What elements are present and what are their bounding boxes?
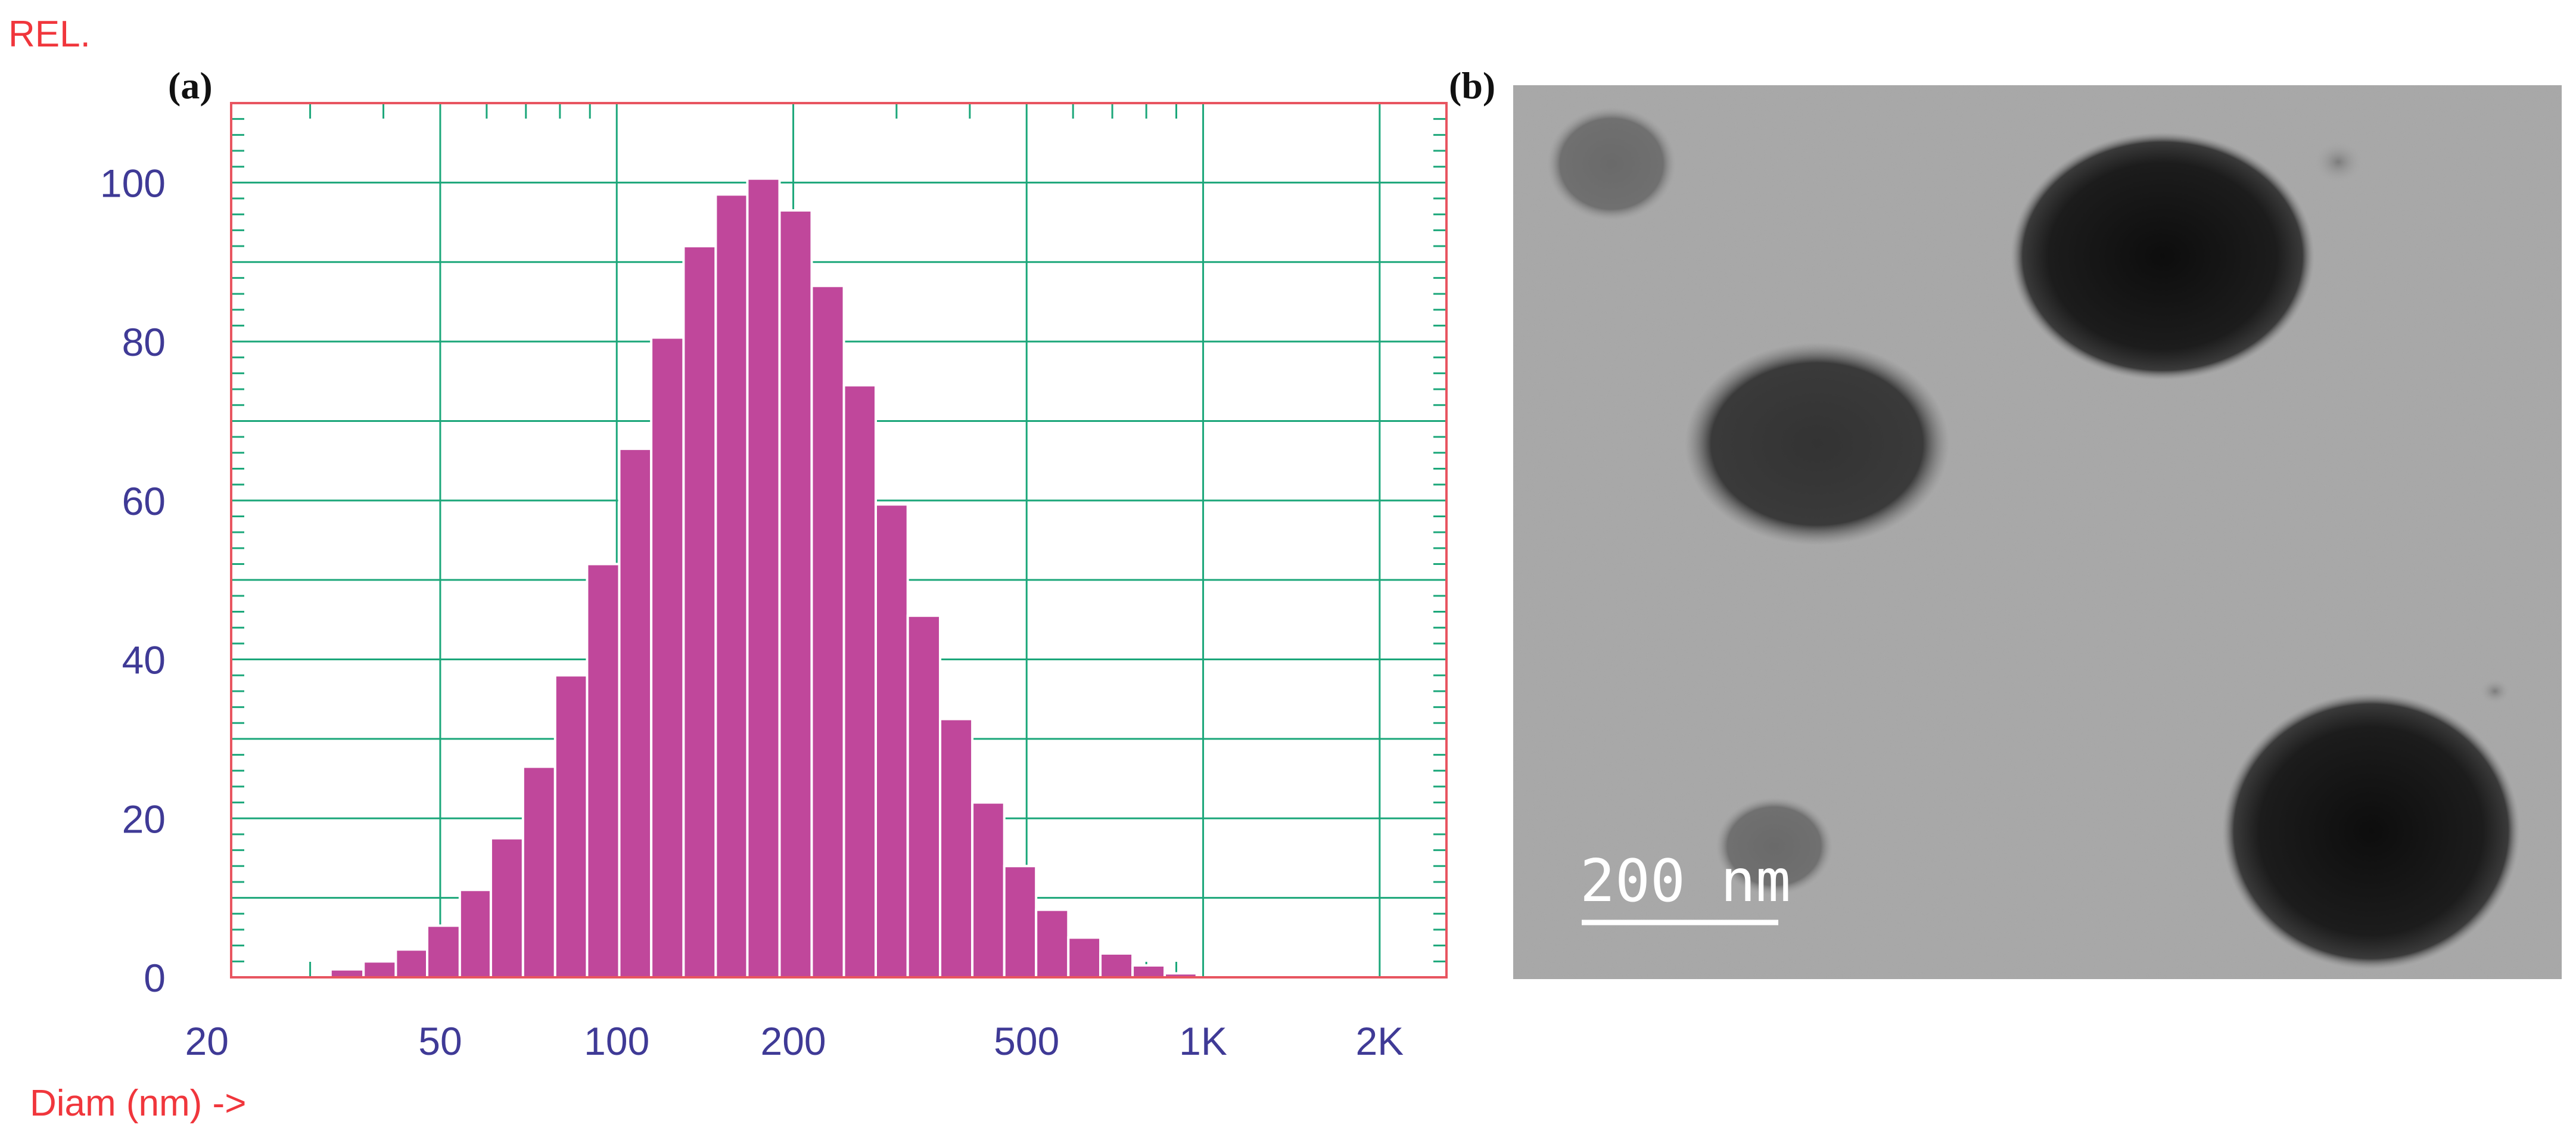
bar <box>682 245 717 979</box>
panel-label-b: (b) <box>1449 64 1495 107</box>
panel-label-a: (a) <box>168 64 213 107</box>
particle <box>1685 343 1949 545</box>
bars <box>329 177 1198 979</box>
bar <box>586 563 621 979</box>
bar <box>875 503 909 979</box>
particle <box>2313 141 2363 184</box>
bar <box>939 717 974 979</box>
bar <box>842 384 878 979</box>
tem-micrograph: (b) 200 nm <box>1449 64 2562 979</box>
bar <box>362 960 397 979</box>
bar <box>971 801 1006 979</box>
x-tick-label: 100 <box>584 1019 649 1063</box>
y-tick-label: 100 <box>100 161 166 205</box>
particle <box>2479 678 2510 704</box>
x-tick-label: 200 <box>760 1019 826 1063</box>
bar <box>810 284 845 979</box>
x-tick-label: 50 <box>418 1019 462 1063</box>
y-tick-labels: 0 20 40 60 80 100 <box>100 161 166 1000</box>
bar <box>650 336 685 979</box>
particle <box>2222 693 2520 970</box>
x-tick-label: 20 <box>185 1019 229 1063</box>
bar <box>489 837 524 979</box>
y-tick-label: 20 <box>122 797 166 841</box>
bar <box>1131 964 1166 979</box>
plot-frame <box>230 102 1448 979</box>
bar <box>521 765 556 979</box>
x-tick-label: 1K <box>1179 1019 1227 1063</box>
bar <box>906 614 942 979</box>
scale-bar-label: 200 nm <box>1580 847 1791 915</box>
bar <box>778 209 813 979</box>
x-tick-label: 500 <box>994 1019 1059 1063</box>
y-tick-label: 80 <box>122 320 166 364</box>
x-tick-labels: 20 50 100 200 500 1K 2K <box>185 1019 1404 1063</box>
x-axis-label: Diam (nm) -> <box>30 1083 246 1124</box>
y-axis-label: REL. <box>8 14 91 55</box>
bar <box>458 889 492 979</box>
y-tick-label: 0 <box>144 956 166 1000</box>
bar <box>1099 952 1134 979</box>
bar <box>618 448 653 979</box>
bar <box>553 674 589 979</box>
bar <box>714 193 749 979</box>
y-tick-label: 60 <box>122 479 166 523</box>
bar <box>329 968 365 979</box>
bar <box>394 948 429 979</box>
particle <box>2011 132 2314 380</box>
particle <box>1716 797 1833 895</box>
y-tick-label: 40 <box>122 638 166 682</box>
bar <box>426 924 461 979</box>
bar <box>1067 936 1102 979</box>
bar <box>1003 865 1038 979</box>
bar <box>1035 908 1070 979</box>
x-tick-label: 2K <box>1355 1019 1404 1063</box>
particle <box>1547 107 1676 220</box>
bar <box>746 177 781 979</box>
